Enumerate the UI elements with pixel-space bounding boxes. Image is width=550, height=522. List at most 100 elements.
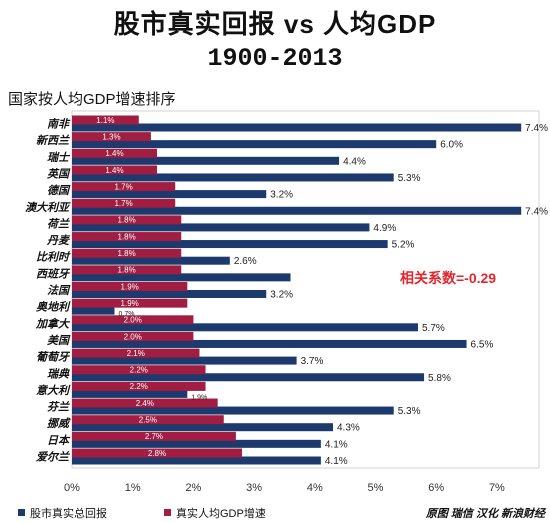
bar-gdp-growth <box>72 248 182 258</box>
x-tick-label: 6% <box>428 482 444 494</box>
bar-gdp-growth <box>72 415 224 425</box>
data-label-stock: 6.5% <box>471 339 494 350</box>
category-label: 爱尔兰 <box>36 451 70 464</box>
bar-stock-return <box>72 423 334 432</box>
data-labels-group: 1.1% 7.4% 1.3% 6.0% 1.4% 4.4% 1.4% 5.3% 1.7% 3.2%… <box>96 116 548 467</box>
data-label-gdp: 2.0% <box>124 332 142 341</box>
data-label-stock: 7.4% <box>525 123 548 134</box>
legend-swatch-gdp <box>164 509 171 516</box>
bar-gdp-growth <box>72 182 176 192</box>
bar-gdp-growth <box>72 331 194 341</box>
legend-swatch-stock <box>18 509 25 516</box>
bars-group <box>72 115 522 465</box>
data-label-stock: 4.1% <box>325 456 348 467</box>
data-label-stock: 2.6% <box>234 256 257 267</box>
bar-gdp-growth <box>72 148 157 158</box>
data-label-gdp: 1.1% <box>96 116 114 125</box>
chart-period: 1900-2013 <box>207 44 343 73</box>
data-label-gdp: 2.8% <box>148 449 166 458</box>
bar-stock-return <box>72 356 297 365</box>
bar-stock-return <box>72 273 291 282</box>
data-label-gdp: 1.4% <box>105 149 123 158</box>
data-label-gdp: 2.2% <box>130 382 148 391</box>
x-tick-label: 2% <box>185 482 201 494</box>
bar-gdp-growth <box>72 132 151 142</box>
x-tick-label: 5% <box>368 482 384 494</box>
data-label-gdp: 1.7% <box>114 182 132 191</box>
category-label: 芬兰 <box>47 401 70 414</box>
data-label-stock: 5.3% <box>398 406 421 417</box>
category-label: 意大利 <box>36 384 71 397</box>
category-label: 瑞士 <box>47 151 71 164</box>
data-label-gdp: 1.8% <box>118 249 136 258</box>
correlation-annotation: 相关系数=-0.29 <box>400 270 496 286</box>
bar-stock-return <box>72 389 188 398</box>
category-label: 新西兰 <box>36 134 70 147</box>
data-label-gdp: 1.4% <box>105 166 123 175</box>
category-label: 法国 <box>47 284 71 297</box>
category-label: 日本 <box>47 434 71 447</box>
bar-gdp-growth <box>72 282 188 291</box>
category-label: 澳大利亚 <box>25 201 71 214</box>
source-note: 原图 瑞信 汉化 新浪财经 <box>425 507 547 520</box>
bar-stock-return <box>72 339 467 348</box>
data-label-stock: 5.7% <box>422 323 445 334</box>
legend-label-gdp: 真实人均GDP增速 <box>176 506 266 520</box>
bar-gdp-growth <box>72 348 200 358</box>
data-label-gdp: 1.8% <box>118 266 136 275</box>
x-tick-label: 7% <box>489 482 505 494</box>
bar-stock-return <box>72 140 437 149</box>
bar-gdp-growth <box>72 381 206 391</box>
data-label-stock: 4.4% <box>343 156 366 167</box>
chart-title: 股市真实回报 vs 人均GDP <box>113 9 437 39</box>
bar-gdp-growth <box>72 298 188 308</box>
bar-gdp-growth <box>72 448 242 458</box>
data-label-gdp: 2.5% <box>139 416 157 425</box>
category-label: 瑞典 <box>47 367 70 380</box>
bar-stock-return <box>72 190 267 199</box>
category-label: 挪威 <box>47 417 71 430</box>
bar-gdp-growth <box>72 431 236 441</box>
bar-stock-return <box>72 456 321 465</box>
data-label-stock: 3.2% <box>270 190 293 201</box>
bar-stock-return <box>72 240 388 249</box>
data-label-gdp: 1.9% <box>121 299 139 308</box>
bar-stock-return <box>72 439 321 448</box>
bar-gdp-growth <box>72 198 176 208</box>
data-label-gdp: 2.2% <box>130 366 148 375</box>
x-axis: 0% 1% 2% 3% 4% 5% 6% 7% <box>64 482 505 494</box>
bar-stock-return <box>72 290 267 298</box>
bar-stock-return <box>72 256 230 265</box>
data-label-stock: 1.9% <box>191 394 207 401</box>
category-label: 美国 <box>47 334 71 347</box>
bar-stock-return <box>72 223 370 232</box>
bar-stock-return <box>72 323 418 332</box>
legend-label-stock: 股市真实总回报 <box>30 506 107 520</box>
data-label-stock: 3.2% <box>270 290 293 301</box>
data-label-gdp: 1.8% <box>118 216 136 225</box>
data-label-gdp: 2.0% <box>124 316 142 325</box>
data-label-gdp: 2.7% <box>145 432 163 441</box>
data-label-stock: 4.3% <box>337 423 360 434</box>
category-label: 比利时 <box>36 251 71 264</box>
data-label-stock: 6.0% <box>440 140 463 151</box>
data-label-stock: 7.4% <box>525 206 548 217</box>
bar-gdp-growth <box>72 232 182 242</box>
category-label: 英国 <box>46 167 71 180</box>
category-axis: 南非新西兰瑞士英国德国澳大利亚荷兰丹麦比利时西班牙法国奥地利加拿大美国葡萄牙瑞典… <box>25 118 71 464</box>
data-label-stock: 0.7% <box>118 311 134 318</box>
category-label: 南非 <box>47 118 71 131</box>
bar-gdp-growth <box>72 165 157 175</box>
data-label-gdp: 2.4% <box>136 399 154 408</box>
bar-gdp-growth <box>72 215 182 225</box>
chart-subtitle: 国家按人均GDP增速排序 <box>8 91 176 108</box>
x-tick-label: 0% <box>64 482 80 494</box>
bar-stock-return <box>72 306 115 315</box>
bar-stock-return <box>72 373 425 382</box>
data-label-gdp: 1.9% <box>121 282 139 291</box>
bar-gdp-growth <box>72 315 194 325</box>
bar-stock-return <box>72 156 340 165</box>
category-label: 丹麦 <box>46 234 71 247</box>
bar-stock-return <box>72 406 394 415</box>
